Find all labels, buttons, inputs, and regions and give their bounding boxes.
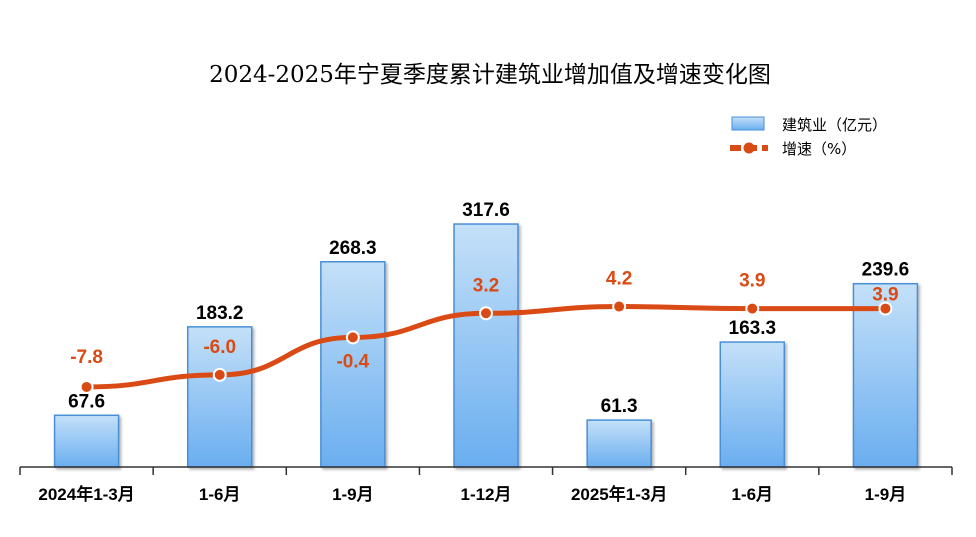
growth-point bbox=[345, 330, 360, 345]
legend-label-bar: 建筑业（亿元） bbox=[782, 116, 887, 134]
bar bbox=[53, 414, 120, 468]
legend-label-line: 增速（%） bbox=[782, 140, 856, 158]
bar bbox=[719, 341, 786, 468]
x-tick-label: 1-6月 bbox=[731, 485, 773, 504]
bar-value-label: 67.6 bbox=[68, 391, 105, 412]
growth-value-label: 3.9 bbox=[872, 285, 898, 306]
growth-point bbox=[745, 301, 760, 316]
bar bbox=[453, 223, 519, 468]
growth-point bbox=[212, 367, 227, 382]
x-tick-label: 1-12月 bbox=[460, 485, 511, 504]
bar bbox=[320, 261, 386, 468]
growth-value-label: 4.2 bbox=[606, 269, 632, 290]
x-tick-label: 1-9月 bbox=[332, 485, 374, 504]
bar-value-label: 163.3 bbox=[729, 318, 777, 339]
bar-value-label: 239.6 bbox=[862, 260, 910, 281]
bar-value-label: 268.3 bbox=[329, 238, 377, 259]
x-tick-label: 2025年1-3月 bbox=[571, 484, 667, 504]
bar-value-label: 61.3 bbox=[601, 396, 638, 417]
growth-value-label: 3.9 bbox=[739, 271, 765, 292]
growth-point bbox=[612, 299, 627, 314]
x-tick-label: 1-9月 bbox=[865, 485, 907, 504]
legend-bar-swatch bbox=[731, 116, 765, 131]
bar-value-label: 183.2 bbox=[196, 303, 244, 324]
growth-point bbox=[79, 379, 94, 394]
bar bbox=[186, 326, 253, 468]
x-tick-label: 1-6月 bbox=[199, 485, 241, 504]
bar bbox=[586, 419, 652, 468]
growth-value-label: -6.0 bbox=[203, 337, 236, 358]
chart-title: 2024-2025年宁夏季度累计建筑业增加值及增速变化图 bbox=[209, 62, 771, 88]
legend: 建筑业（亿元） 增速（%） bbox=[730, 116, 887, 158]
x-tick-label: 2024年1-3月 bbox=[38, 484, 134, 504]
growth-value-label: -7.8 bbox=[70, 347, 103, 368]
legend-line-marker bbox=[743, 142, 755, 154]
growth-point bbox=[878, 301, 893, 316]
growth-value-label: 3.2 bbox=[473, 275, 499, 296]
bar-value-label: 317.6 bbox=[462, 200, 510, 221]
growth-point bbox=[479, 306, 493, 321]
growth-value-label: -0.4 bbox=[336, 351, 369, 372]
